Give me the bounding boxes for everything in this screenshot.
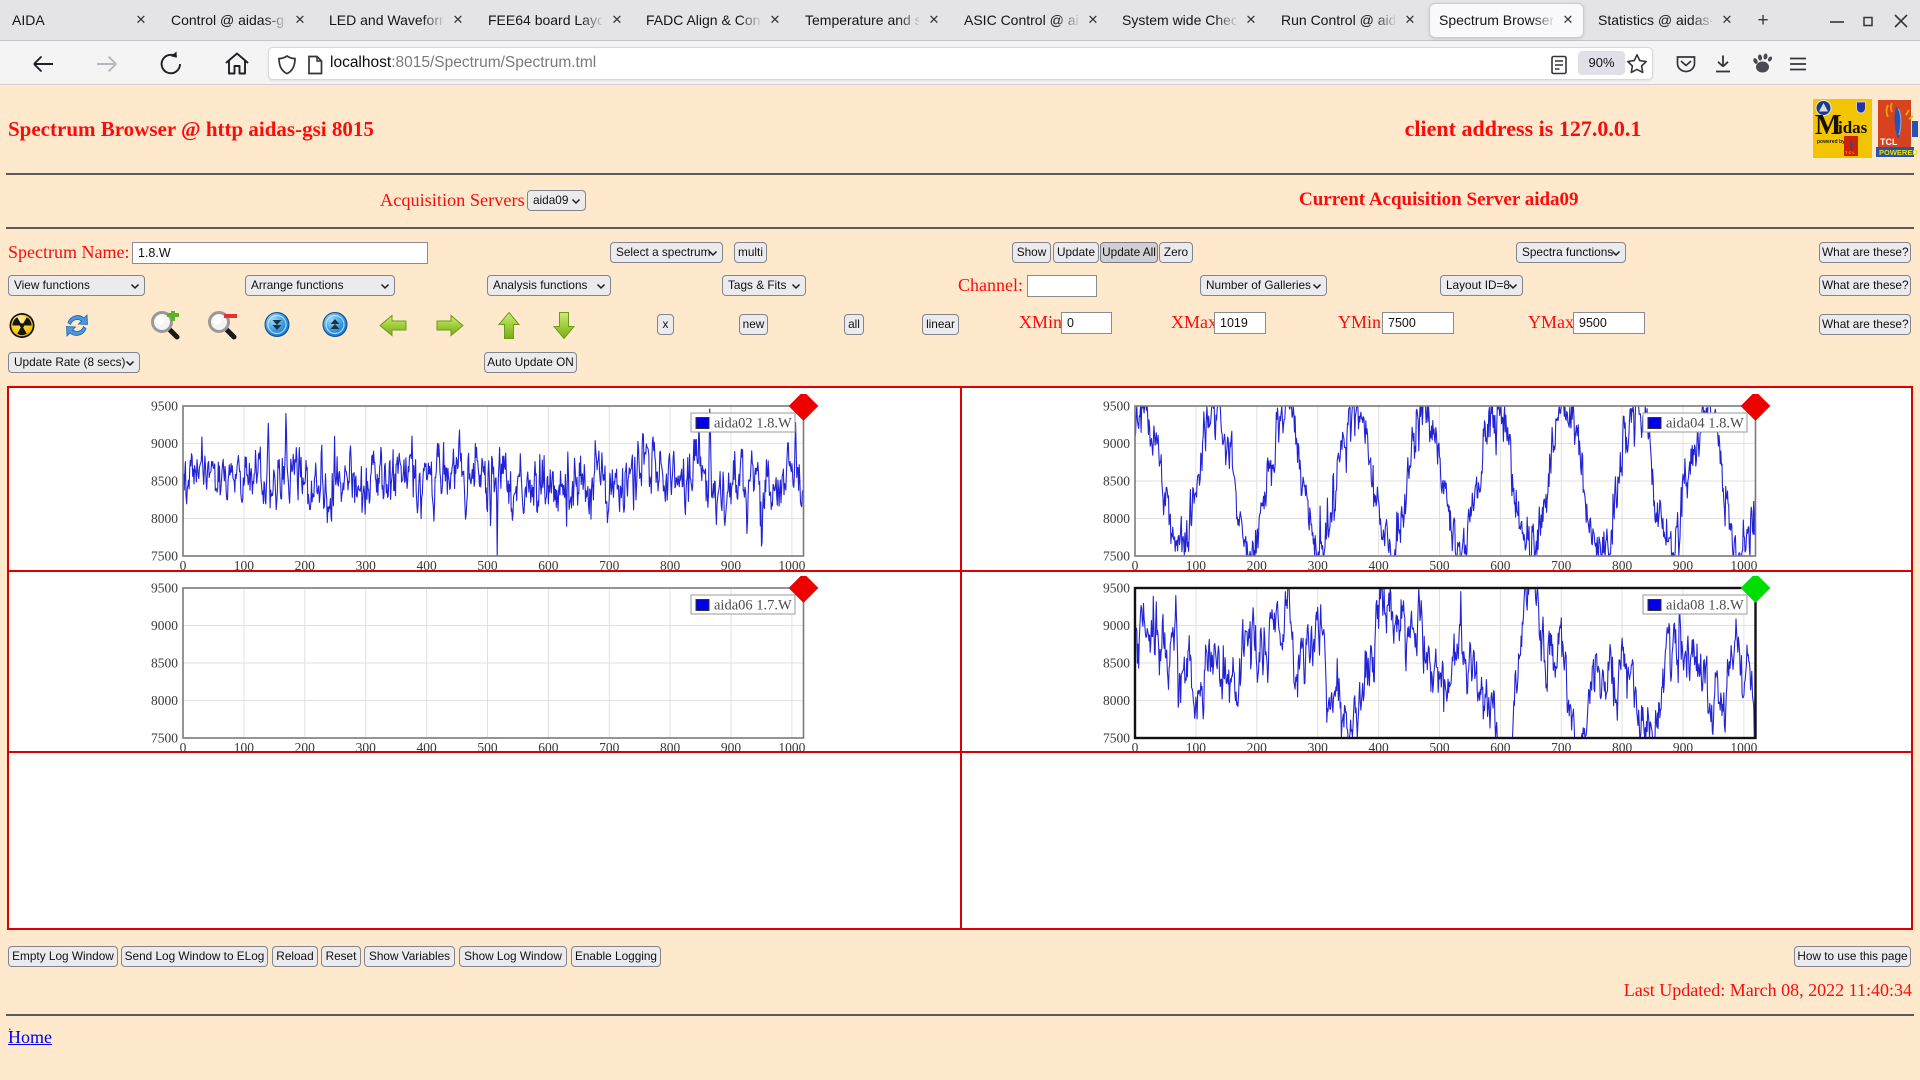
svg-text:8500: 8500 — [151, 474, 178, 489]
svg-text:0: 0 — [180, 558, 187, 573]
svg-text:600: 600 — [1490, 558, 1511, 573]
svg-text:300: 300 — [356, 740, 377, 755]
svg-text:powered by: powered by — [1817, 139, 1845, 145]
svg-text:100: 100 — [1186, 558, 1207, 573]
svg-text:7500: 7500 — [1103, 731, 1130, 746]
svg-text:800: 800 — [1612, 740, 1633, 755]
svg-text:8000: 8000 — [1103, 511, 1130, 526]
svg-text:400: 400 — [416, 740, 437, 755]
svg-text:500: 500 — [1429, 558, 1450, 573]
svg-text:900: 900 — [1673, 740, 1694, 755]
svg-text:800: 800 — [660, 740, 681, 755]
svg-text:0: 0 — [1132, 740, 1139, 755]
svg-text:400: 400 — [1368, 740, 1389, 755]
svg-text:8000: 8000 — [151, 511, 178, 526]
svg-text:800: 800 — [1612, 558, 1633, 573]
svg-text:9500: 9500 — [1103, 581, 1130, 596]
svg-text:500: 500 — [1429, 740, 1450, 755]
svg-text:900: 900 — [721, 740, 742, 755]
svg-text:POWERED: POWERED — [1879, 148, 1918, 157]
svg-text:8000: 8000 — [1103, 693, 1130, 708]
svg-text:8500: 8500 — [151, 656, 178, 671]
svg-text:700: 700 — [599, 558, 620, 573]
svg-text:0: 0 — [180, 740, 187, 755]
svg-text:0: 0 — [1132, 558, 1139, 573]
svg-text:200: 200 — [295, 558, 316, 573]
svg-text:1000: 1000 — [778, 558, 805, 573]
svg-text:9500: 9500 — [151, 581, 178, 596]
svg-text:7500: 7500 — [151, 549, 178, 564]
svg-text:8000: 8000 — [151, 693, 178, 708]
svg-text:7500: 7500 — [1103, 549, 1130, 564]
svg-text:9000: 9000 — [151, 618, 178, 633]
svg-text:100: 100 — [1186, 740, 1207, 755]
svg-text:900: 900 — [1673, 558, 1694, 573]
svg-text:800: 800 — [660, 558, 681, 573]
svg-text:700: 700 — [1551, 740, 1572, 755]
svg-text:200: 200 — [1247, 740, 1268, 755]
svg-text:aida04 1.8.W: aida04 1.8.W — [1666, 416, 1744, 432]
svg-text:500: 500 — [477, 740, 498, 755]
svg-text:700: 700 — [1551, 558, 1572, 573]
svg-text:300: 300 — [1308, 740, 1329, 755]
svg-text:T C L: T C L — [1845, 150, 1855, 155]
svg-text:aida08 1.8.W: aida08 1.8.W — [1666, 598, 1744, 614]
svg-text:700: 700 — [599, 740, 620, 755]
svg-text:400: 400 — [416, 558, 437, 573]
svg-text:100: 100 — [234, 558, 255, 573]
svg-text:9000: 9000 — [1103, 618, 1130, 633]
svg-text:500: 500 — [477, 558, 498, 573]
svg-text:600: 600 — [538, 558, 559, 573]
svg-text:300: 300 — [1308, 558, 1329, 573]
svg-text:aida06 1.7.W: aida06 1.7.W — [714, 598, 792, 614]
svg-text:300: 300 — [356, 558, 377, 573]
svg-text:aida02 1.8.W: aida02 1.8.W — [714, 416, 792, 432]
svg-text:1000: 1000 — [778, 740, 805, 755]
svg-text:400: 400 — [1368, 558, 1389, 573]
svg-text:idas: idas — [1838, 118, 1868, 137]
svg-text:9500: 9500 — [151, 399, 178, 414]
svg-text:7500: 7500 — [151, 731, 178, 746]
svg-text:600: 600 — [538, 740, 559, 755]
svg-text:9000: 9000 — [1103, 436, 1130, 451]
svg-text:200: 200 — [295, 740, 316, 755]
svg-text:M: M — [1815, 110, 1841, 141]
svg-text:9000: 9000 — [151, 436, 178, 451]
svg-text:TCL: TCL — [1880, 137, 1898, 147]
svg-text:8500: 8500 — [1103, 474, 1130, 489]
svg-text:100: 100 — [234, 740, 255, 755]
svg-text:8500: 8500 — [1103, 656, 1130, 671]
svg-text:600: 600 — [1490, 740, 1511, 755]
svg-text:1000: 1000 — [1730, 558, 1757, 573]
svg-text:200: 200 — [1247, 558, 1268, 573]
svg-text:1000: 1000 — [1730, 740, 1757, 755]
svg-text:900: 900 — [721, 558, 742, 573]
svg-text:9500: 9500 — [1103, 399, 1130, 414]
